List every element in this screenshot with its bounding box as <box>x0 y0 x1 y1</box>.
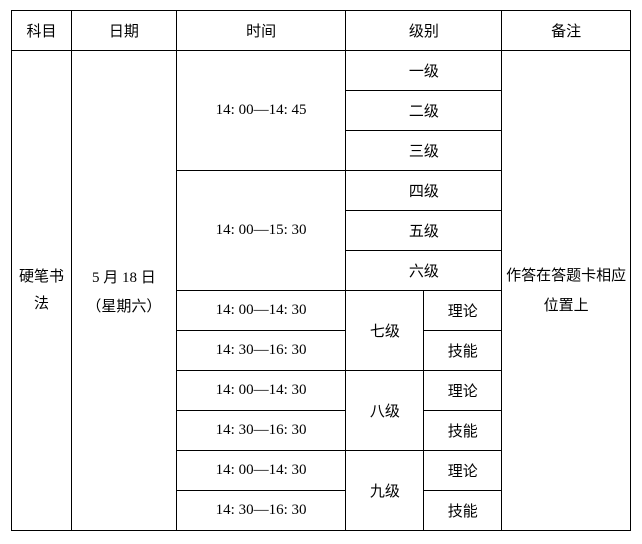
component-cell: 理论 <box>424 291 502 331</box>
time-cell: 14: 00—14: 30 <box>176 371 346 411</box>
time-cell: 14: 30—16: 30 <box>176 331 346 371</box>
date-cell: 5 月 18 日 （星期六） <box>71 51 176 531</box>
time-cell: 14: 30—16: 30 <box>176 491 346 531</box>
header-remark: 备注 <box>502 11 631 51</box>
time-cell: 14: 00—14: 45 <box>176 51 346 171</box>
level-cell: 五级 <box>346 211 502 251</box>
remark-cell: 作答在答题卡相应位置上 <box>502 51 631 531</box>
time-cell: 14: 30—16: 30 <box>176 411 346 451</box>
schedule-table: 科目 日期 时间 级别 备注 硬笔书法 5 月 18 日 （星期六） 14: 0… <box>11 10 631 531</box>
component-cell: 理论 <box>424 371 502 411</box>
time-cell: 14: 00—14: 30 <box>176 291 346 331</box>
header-time: 时间 <box>176 11 346 51</box>
level-cell: 九级 <box>346 451 424 531</box>
date-line1: 5 月 18 日 <box>72 266 176 287</box>
time-cell: 14: 00—15: 30 <box>176 171 346 291</box>
level-cell: 七级 <box>346 291 424 371</box>
header-date: 日期 <box>71 11 176 51</box>
date-line2: （星期六） <box>72 295 176 316</box>
component-cell: 理论 <box>424 451 502 491</box>
subject-text: 硬笔书法 <box>12 264 71 318</box>
component-cell: 技能 <box>424 491 502 531</box>
component-cell: 技能 <box>424 411 502 451</box>
level-cell: 三级 <box>346 131 502 171</box>
header-subject: 科目 <box>12 11 72 51</box>
level-cell: 二级 <box>346 91 502 131</box>
level-cell: 一级 <box>346 51 502 91</box>
level-cell: 八级 <box>346 371 424 451</box>
component-cell: 技能 <box>424 331 502 371</box>
remark-text: 作答在答题卡相应位置上 <box>502 261 630 321</box>
time-cell: 14: 00—14: 30 <box>176 451 346 491</box>
header-level: 级别 <box>346 11 502 51</box>
subject-cell: 硬笔书法 <box>12 51 72 531</box>
level-cell: 六级 <box>346 251 502 291</box>
header-row: 科目 日期 时间 级别 备注 <box>12 11 631 51</box>
table-row: 硬笔书法 5 月 18 日 （星期六） 14: 00—14: 45 一级 作答在… <box>12 51 631 91</box>
level-cell: 四级 <box>346 171 502 211</box>
